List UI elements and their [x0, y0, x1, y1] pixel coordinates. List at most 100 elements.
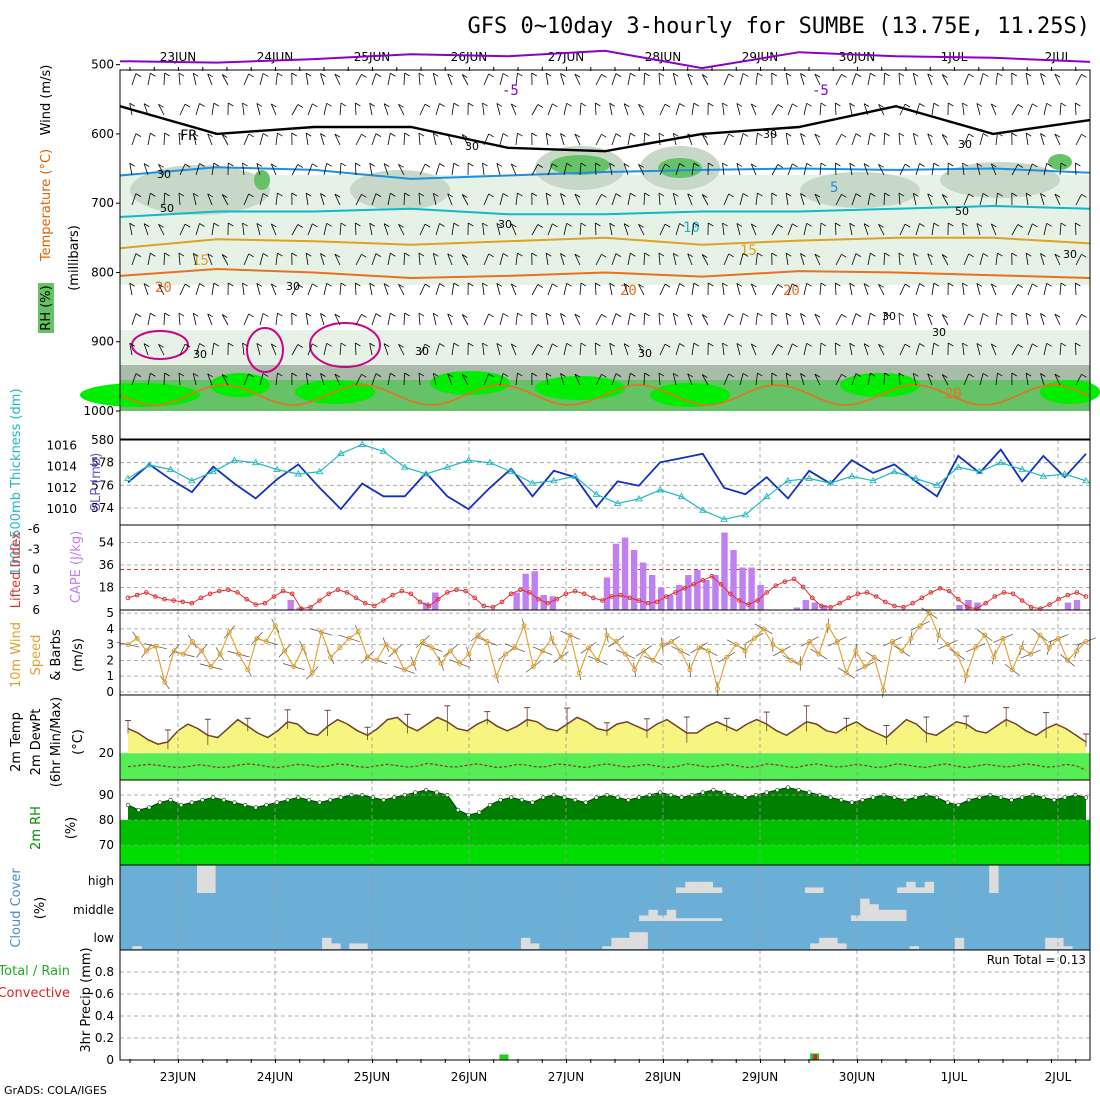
wind-barb-flag [982, 193, 989, 197]
wind-barb-flag [751, 283, 757, 288]
wind-barb [243, 73, 250, 86]
wind-barb-flag [424, 103, 431, 108]
wind-barb-flag [150, 192, 156, 197]
wind-barb [461, 374, 469, 386]
wind-barb-flag [1025, 252, 1032, 257]
thickness-point [656, 485, 665, 493]
wind-speed-point [162, 679, 168, 685]
wind-barb-flag [948, 222, 954, 227]
wind-barb-flag [1032, 103, 1038, 108]
wind-barb-flag [143, 103, 150, 107]
wind-barb [1040, 373, 1045, 386]
wind-barb-flag [948, 102, 954, 107]
wind-barb [560, 133, 565, 146]
wind-barb-flag [178, 252, 185, 257]
wind-barb-flag [687, 193, 693, 198]
wind-barb-flag [262, 373, 269, 377]
wind-barb [531, 164, 539, 176]
wind-barb [560, 373, 565, 386]
cloud-bar-middle [869, 904, 879, 921]
rh-point [700, 790, 705, 795]
wind-barb-flag [601, 133, 607, 138]
wind-barb-flag [855, 313, 862, 317]
wind-barb [259, 193, 264, 206]
wind-barb [771, 104, 779, 116]
slp-tick-label: 1010 [46, 502, 77, 516]
wind-barb-flag [560, 73, 566, 77]
cloud-bar-high [814, 887, 824, 893]
wind-barb [701, 134, 709, 146]
wind-barb [979, 313, 984, 326]
wind-barb-flag [129, 162, 135, 167]
wind-barb-flag [630, 72, 636, 77]
isotherm-20-surface [119, 384, 1089, 406]
wind-speed-point [549, 635, 555, 641]
wind-barb [1025, 253, 1029, 266]
wind-barb [835, 374, 842, 386]
wind-barb [259, 133, 264, 146]
wind-barb-flag [701, 194, 708, 198]
wind-tick-label: 1 [106, 669, 114, 683]
wind-barb-flag [751, 163, 757, 168]
wind-barb-flag [800, 313, 806, 317]
wind-barb [931, 163, 935, 176]
rh-tick-label: 80 [99, 813, 114, 827]
wind-barb [800, 253, 805, 266]
wind-barb [291, 284, 299, 296]
wind-barb-flag [488, 313, 494, 318]
wind-barb-flag [1075, 282, 1081, 287]
thickness-line [127, 443, 1087, 520]
rh-contour-label: 30 [638, 347, 652, 360]
wind-barb-flag [461, 254, 468, 258]
wind-barb [256, 283, 261, 296]
wind-barb-flag [722, 342, 728, 347]
wind-barb [658, 313, 661, 326]
wind-barb [418, 313, 421, 326]
wind-barb [547, 283, 553, 296]
wind-barb-flag [158, 163, 164, 168]
wind-barb [510, 163, 517, 176]
li-point [1083, 594, 1089, 599]
rh-green-patch [1048, 154, 1072, 170]
wind-barb-flag [898, 252, 905, 257]
wind-barb [739, 73, 744, 86]
wind-barb [927, 193, 933, 206]
wind-barb-flag [199, 163, 205, 167]
rh-point [934, 795, 940, 800]
wind-barb-flag [800, 73, 806, 77]
wind-barb-flag [693, 222, 700, 227]
wind-barb-flag [814, 73, 821, 78]
wind-barb-flag [982, 133, 989, 137]
wind-barb [143, 103, 149, 116]
wind-barb-flag [334, 193, 341, 198]
wind-barb-flag [320, 253, 326, 257]
wind-barb-flag [1075, 342, 1081, 347]
wind-barb-flag [1025, 372, 1032, 377]
wind-barb-flag [271, 343, 277, 348]
cape-bar [287, 600, 294, 610]
wind-barb [221, 194, 229, 206]
rh2m-axis-label: 2m RH [29, 806, 44, 850]
li-point [508, 591, 514, 597]
wind-barb-flag [664, 103, 671, 108]
wind-barb [638, 104, 645, 116]
pressure-tick-label: 800 [91, 265, 114, 279]
wind-barb-flag [785, 72, 792, 77]
wind-barb [803, 163, 808, 176]
wind-barb-flag [297, 224, 304, 228]
wind-barb-flag [305, 192, 312, 197]
wind-barb [195, 283, 200, 296]
li-point [846, 595, 852, 601]
wind-barb [723, 253, 730, 266]
wind-barb [320, 313, 325, 326]
wind-barb [785, 133, 789, 146]
wind-barb-flag [751, 223, 757, 228]
wind-barb [339, 223, 342, 236]
wind-barb-flag [673, 192, 679, 197]
temperature-axis-label: Temperature (°C) [39, 149, 54, 262]
wind-barb [560, 73, 565, 86]
wind-barb [899, 163, 906, 176]
wind-barb [369, 283, 373, 296]
wind-barb [143, 163, 149, 176]
